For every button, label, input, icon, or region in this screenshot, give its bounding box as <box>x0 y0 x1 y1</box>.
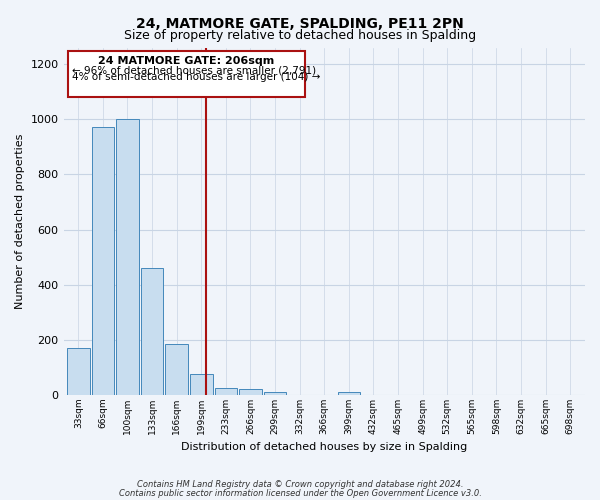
Bar <box>166 344 188 395</box>
Bar <box>116 119 139 395</box>
Text: Size of property relative to detached houses in Spalding: Size of property relative to detached ho… <box>124 29 476 42</box>
Bar <box>264 392 286 395</box>
Bar <box>215 388 237 395</box>
X-axis label: Distribution of detached houses by size in Spalding: Distribution of detached houses by size … <box>181 442 467 452</box>
Bar <box>141 268 163 395</box>
Bar <box>338 392 360 395</box>
Bar <box>92 128 114 395</box>
Y-axis label: Number of detached properties: Number of detached properties <box>15 134 25 309</box>
Text: ← 96% of detached houses are smaller (2,791): ← 96% of detached houses are smaller (2,… <box>72 65 316 75</box>
Text: Contains public sector information licensed under the Open Government Licence v3: Contains public sector information licen… <box>119 488 481 498</box>
Bar <box>67 348 89 395</box>
Bar <box>68 51 305 96</box>
Bar <box>190 374 212 395</box>
Text: 24, MATMORE GATE, SPALDING, PE11 2PN: 24, MATMORE GATE, SPALDING, PE11 2PN <box>136 18 464 32</box>
Bar <box>239 390 262 395</box>
Text: 24 MATMORE GATE: 206sqm: 24 MATMORE GATE: 206sqm <box>98 56 275 66</box>
Text: Contains HM Land Registry data © Crown copyright and database right 2024.: Contains HM Land Registry data © Crown c… <box>137 480 463 489</box>
Text: 4% of semi-detached houses are larger (104) →: 4% of semi-detached houses are larger (1… <box>72 72 320 82</box>
